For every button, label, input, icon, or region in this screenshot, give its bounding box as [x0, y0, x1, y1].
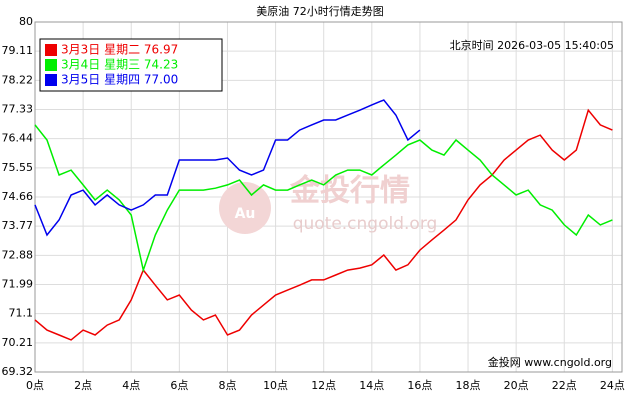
- x-tick-label: 14点: [359, 379, 384, 392]
- y-tick-label: 71.1: [9, 307, 34, 320]
- x-tick-label: 0点: [26, 379, 44, 392]
- watermark: 金投行情: [289, 174, 410, 209]
- y-tick-label: 76.44: [2, 132, 34, 145]
- line-series: [34, 124, 613, 273]
- chart-title: 美原油 72小时行情走势图: [256, 4, 384, 18]
- y-tick-label: 75.55: [2, 161, 34, 174]
- legend-swatch: [45, 44, 57, 56]
- line-series: [34, 108, 613, 341]
- y-tick-label: 73.77: [2, 219, 34, 232]
- legend-label: 3月3日 星期二 76.97: [61, 43, 178, 57]
- y-tick-label: 71.99: [2, 278, 34, 291]
- x-tick-label: 8点: [218, 379, 236, 392]
- legend-box: [39, 38, 223, 92]
- y-tick-label: 69.32: [2, 365, 34, 378]
- timestamp: 北京时间 2026-03-05 15:40:05: [450, 38, 614, 52]
- footer: 金投网 www.cngold.org: [488, 355, 612, 369]
- legend-label: 3月5日 星期四 77.00: [61, 73, 178, 87]
- y-tick-label: 78.22: [2, 73, 34, 86]
- x-tick-label: 4点: [122, 379, 140, 392]
- x-tick-label: 24点: [600, 379, 625, 392]
- x-tick-label: 18点: [456, 379, 481, 392]
- y-tick-label: 80: [19, 15, 33, 28]
- watermark-url: quote.cngold.org: [293, 214, 438, 234]
- watermark-logo-bg: [219, 182, 271, 234]
- x-tick-label: 22点: [552, 379, 577, 392]
- y-tick-label: 77.33: [2, 103, 34, 116]
- y-tick-label: 74.66: [2, 190, 34, 203]
- y-tick-label: 70.21: [2, 336, 34, 349]
- y-tick-label: 72.88: [2, 248, 34, 261]
- x-tick-label: 10点: [263, 379, 288, 392]
- y-tick-label: 79.11: [2, 44, 34, 57]
- plot-border: [34, 21, 623, 373]
- legend-swatch: [45, 74, 57, 86]
- x-tick-label: 20点: [504, 379, 529, 392]
- x-tick-label: 16点: [407, 379, 432, 392]
- x-tick-label: 12点: [311, 379, 336, 392]
- x-tick-label: 6点: [170, 379, 188, 392]
- x-tick-label: 2点: [74, 379, 92, 392]
- watermark-logo: Au: [235, 206, 256, 222]
- legend-label: 3月4日 星期三 74.23: [61, 58, 178, 72]
- line-series: [34, 99, 421, 237]
- legend-swatch: [45, 59, 57, 71]
